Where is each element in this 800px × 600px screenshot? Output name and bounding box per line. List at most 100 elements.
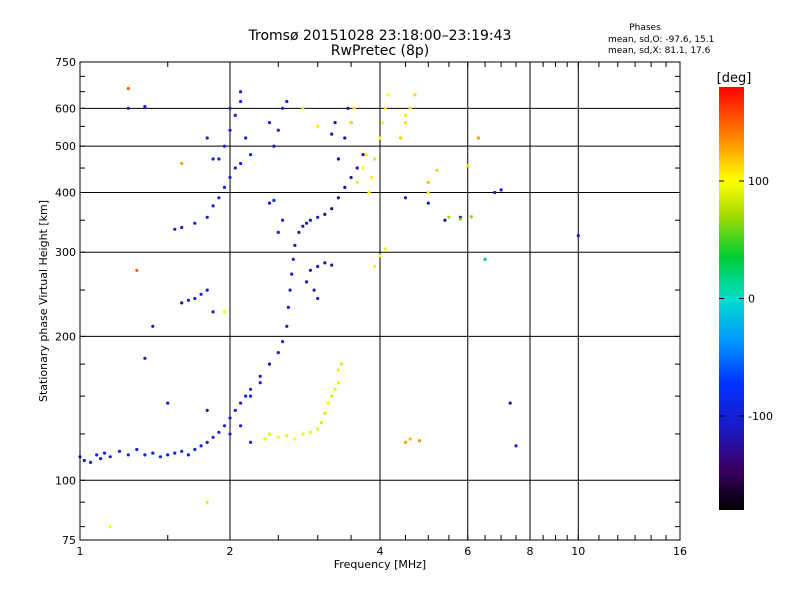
- data-point-o: [151, 324, 155, 328]
- data-point-o: [249, 440, 253, 444]
- data-point-o: [285, 324, 289, 328]
- data-point-o: [239, 424, 243, 428]
- data-points: [78, 86, 580, 529]
- data-point-o: [305, 280, 309, 284]
- data-point-x: [180, 161, 184, 166]
- data-point-o: [281, 106, 285, 110]
- data-point-x: [326, 401, 330, 405]
- data-point-x: [364, 153, 368, 157]
- data-point-x: [386, 93, 390, 97]
- data-point-o: [308, 268, 312, 272]
- data-point-o: [99, 457, 103, 461]
- data-point-o: [217, 157, 221, 161]
- data-point-o: [239, 99, 243, 104]
- data-point-x: [293, 437, 297, 441]
- data-point-o: [211, 204, 215, 208]
- y-tick-label: 500: [55, 140, 76, 153]
- colorbar-tick-label: 100: [748, 175, 769, 188]
- data-point-o: [281, 340, 285, 344]
- data-point-o: [272, 198, 276, 202]
- data-point-x: [301, 106, 305, 110]
- data-point-o: [151, 451, 155, 455]
- data-point-o: [355, 166, 359, 170]
- data-point-o: [330, 207, 334, 211]
- data-point-x: [285, 434, 289, 438]
- data-point-o: [312, 288, 316, 292]
- data-point-o: [323, 212, 327, 216]
- data-point-o: [285, 99, 289, 104]
- colorbar-ticks: 100 0 -100: [719, 175, 773, 423]
- data-point-o: [211, 157, 215, 161]
- data-point-o: [239, 90, 243, 94]
- data-point-o: [228, 432, 232, 436]
- data-point-o: [228, 106, 232, 110]
- data-point-o: [205, 408, 209, 412]
- data-point-x: [476, 136, 480, 140]
- data-point-o: [281, 218, 285, 222]
- data-point-o: [228, 416, 232, 420]
- data-point-x: [426, 180, 430, 184]
- data-point-x: [336, 381, 340, 385]
- data-point-o: [349, 175, 353, 180]
- data-point-o: [403, 196, 408, 200]
- data-point-x: [352, 106, 356, 110]
- data-point-o: [228, 128, 232, 132]
- data-point-o: [82, 458, 86, 463]
- colorbar-label: [deg]: [717, 71, 752, 86]
- data-point-x: [466, 164, 470, 168]
- data-point-o: [276, 351, 280, 355]
- data-point-o: [173, 227, 177, 231]
- data-point-x: [383, 247, 387, 251]
- data-point-o: [267, 201, 272, 205]
- data-point-o: [180, 301, 184, 305]
- data-point-x: [483, 257, 487, 261]
- data-point-x: [381, 121, 385, 125]
- y-tick-label: 600: [55, 102, 76, 115]
- data-point-o: [293, 243, 297, 247]
- data-point-x: [378, 136, 382, 140]
- data-point-x: [403, 113, 408, 117]
- data-point-x: [301, 432, 305, 436]
- data-point-x: [408, 437, 412, 441]
- data-point-o: [290, 272, 294, 276]
- data-point-o: [343, 136, 347, 140]
- data-point-o: [316, 215, 320, 219]
- data-point-x: [126, 86, 130, 91]
- data-point-o: [166, 401, 170, 405]
- data-point-x: [435, 168, 439, 172]
- data-point-o: [508, 401, 512, 405]
- x-tick-label: 16: [673, 545, 687, 558]
- data-point-x: [333, 387, 337, 391]
- data-point-o: [135, 447, 139, 452]
- data-point-o: [272, 144, 276, 148]
- data-point-x: [308, 430, 312, 434]
- data-point-o: [291, 257, 295, 261]
- data-point-x: [222, 310, 227, 314]
- data-point-o: [323, 261, 327, 265]
- data-point-o: [222, 144, 227, 148]
- data-point-o: [186, 453, 190, 457]
- data-point-x: [330, 394, 334, 398]
- data-point-o: [193, 296, 197, 301]
- data-point-o: [205, 288, 209, 292]
- x-tick-label: 8: [527, 545, 534, 558]
- data-point-x: [316, 427, 320, 431]
- data-point-o: [117, 449, 122, 453]
- chart-subtitle: RwPretec (8p): [331, 43, 429, 59]
- data-point-x: [399, 136, 403, 140]
- data-point-o: [308, 218, 312, 222]
- x-tick-label: 2: [227, 545, 234, 558]
- x-tick-label: 6: [464, 545, 471, 558]
- data-point-o: [343, 185, 347, 189]
- data-point-x: [340, 362, 344, 366]
- data-point-o: [239, 161, 243, 166]
- data-point-o: [267, 362, 272, 366]
- data-point-o: [576, 234, 580, 238]
- data-point-o: [443, 218, 447, 222]
- data-point-x: [403, 121, 408, 125]
- data-point-x: [336, 368, 340, 372]
- data-point-o: [286, 305, 290, 309]
- data-point-o: [143, 105, 147, 109]
- data-point-x: [276, 435, 280, 439]
